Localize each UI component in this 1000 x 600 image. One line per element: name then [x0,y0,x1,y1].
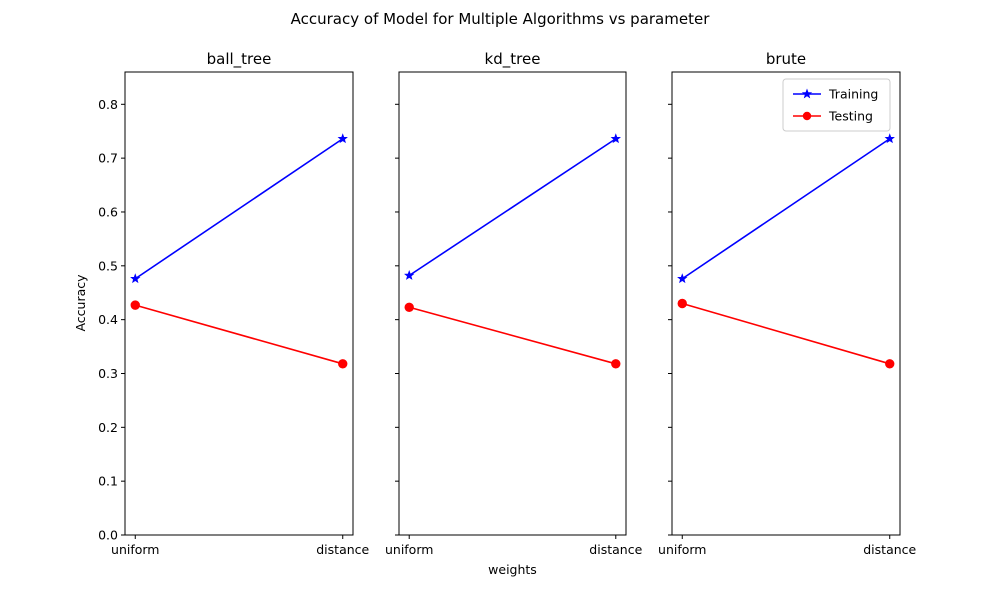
y-tick-label: 0.3 [98,366,118,381]
series-line-testing [408,306,616,365]
data-point-training [130,273,141,284]
data-point-testing [677,298,687,309]
x-tick-label: distance [863,542,916,557]
series-line-training [681,138,891,280]
subplot-title: ball_tree [207,50,272,69]
series-line-testing [135,304,343,365]
data-point-training [404,270,415,280]
series-line-training [408,138,617,277]
y-tick-label: 0.8 [98,97,118,112]
data-point-testing [338,359,348,369]
x-tick-label: uniform [111,542,159,557]
y-tick-label: 0.7 [98,151,118,166]
data-point-testing [885,359,895,369]
plot-area: 0.0 0.1 0.2 0.3 0.4 0.5 0.6 0.7 0.8 uniform distan… [98,71,370,557]
series-line-training [134,138,344,280]
x-axis-label: weights [488,562,537,577]
data-point-testing [404,302,414,312]
subplot-kd-tree: kd_tree weights uniform distance [385,50,643,577]
legend-label-training: Training [828,87,878,102]
y-tick-label: 0.0 [98,528,118,543]
plot-area: uniform distance Training Testing [658,71,917,557]
data-point-training [337,133,348,144]
plot-area: uniform distance [385,71,643,557]
series-line-testing [682,302,890,365]
x-tick-label: distance [589,542,642,557]
y-tick-label: 0.1 [98,474,118,489]
axes-frame [671,71,901,536]
y-tick-label: 0.5 [98,258,118,273]
subplot-title: kd_tree [485,50,541,69]
data-point-testing [611,359,621,369]
legend-marker-training [801,88,813,99]
x-tick-label: distance [316,542,369,557]
legend-label-testing: Testing [828,109,873,124]
subplot-title: brute [766,50,806,68]
subplot-brute: brute uniform distance Training Testing [658,50,917,557]
y-tick-label: 0.2 [98,420,118,435]
data-point-training [610,133,621,144]
y-tick-label: 0.4 [98,312,118,327]
y-axis-label: Accuracy [73,274,88,332]
legend: Training Testing [782,78,891,132]
axes-frame [398,71,627,536]
figure-title: Accuracy of Model for Multiple Algorithm… [291,10,711,28]
y-tick-label: 0.6 [98,204,118,219]
axes-frame [124,71,354,536]
data-point-training [677,273,688,284]
data-point-training [884,133,895,144]
legend-marker-testing [802,111,812,121]
x-tick-label: uniform [658,542,706,557]
x-tick-label: uniform [385,542,433,557]
subplot-ball-tree: ball_tree Accuracy 0.0 0.1 0.2 0.3 0.4 0.5 0.6… [73,50,370,557]
data-point-testing [130,300,140,310]
